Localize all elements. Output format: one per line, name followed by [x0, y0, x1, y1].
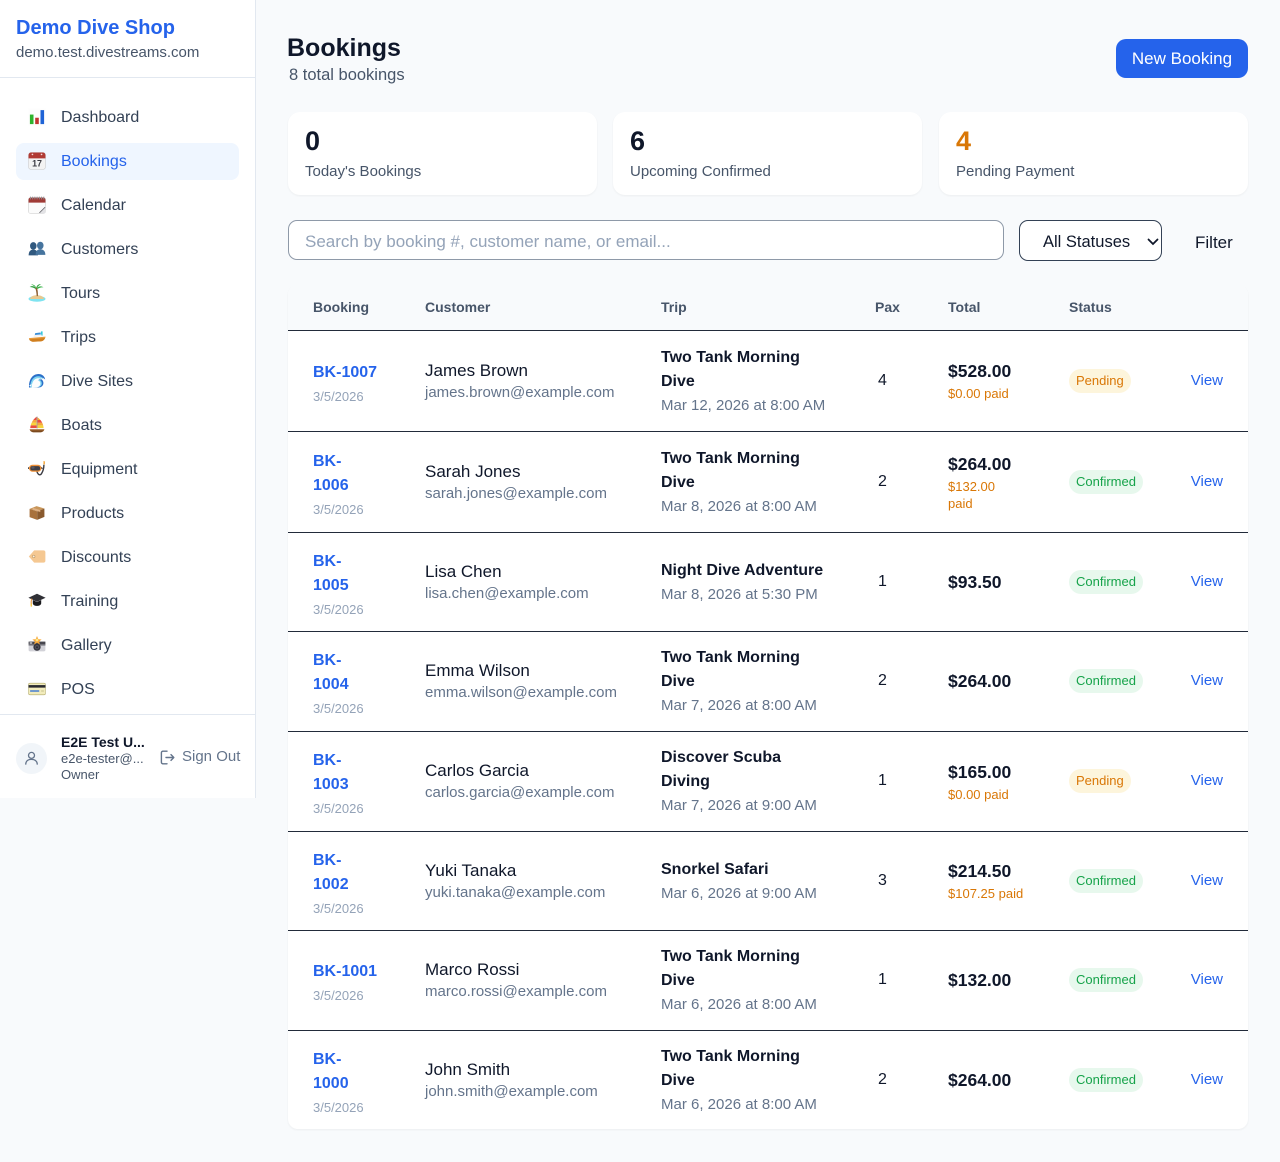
- svg-text:17: 17: [32, 158, 42, 168]
